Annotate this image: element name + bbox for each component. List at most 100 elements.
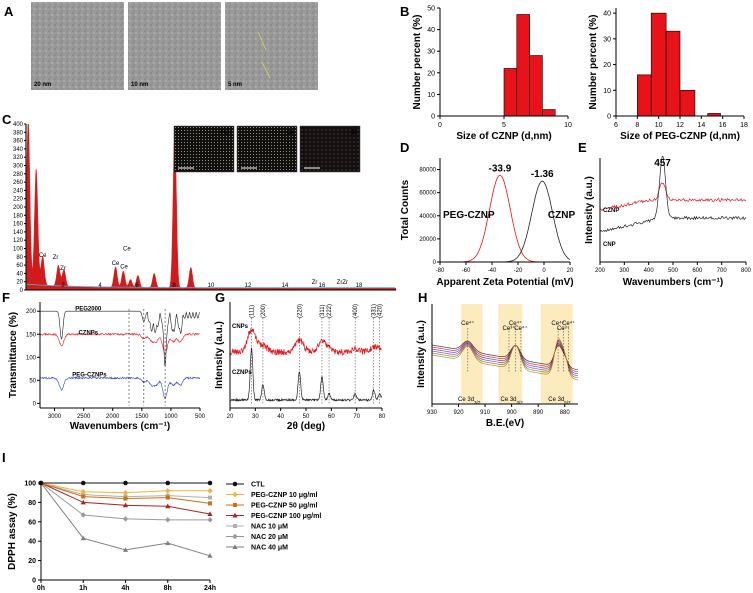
histogram-bar	[542, 109, 556, 117]
data-point	[165, 517, 171, 523]
x-tick-label: 20	[567, 268, 574, 274]
data-point	[80, 512, 86, 518]
y-tick-label: 40000	[419, 214, 436, 220]
data-point	[207, 488, 213, 494]
x-tick-label: 14	[697, 122, 705, 129]
x-tick-label: 3000	[48, 414, 62, 420]
panel-label-b: B	[400, 4, 409, 19]
miller-index-label: (420)	[378, 304, 384, 318]
eds-map-image	[299, 125, 361, 173]
legend-label: NAC 40 μM	[251, 545, 288, 552]
x-tick-label: 50	[303, 414, 310, 420]
chart-e-raman: 457 CZNP CNP 200 300 400 500 600 700 800 Wavenumbe…	[584, 155, 752, 288]
peak-value-label: -33.9	[489, 163, 512, 174]
y-tick-label: 340	[13, 147, 24, 153]
y-tick-label: 80000	[419, 168, 436, 174]
x-tick-label: 400	[644, 268, 655, 274]
zeta-series-line	[440, 180, 571, 263]
legend-label: NAC 10 μM	[251, 524, 288, 531]
x-tick-label: 18	[356, 283, 363, 289]
y-axis-title: Total Counts	[400, 179, 411, 240]
data-point	[123, 480, 128, 486]
legend-label: NAC 20 μM	[251, 534, 288, 541]
miller-index-label: (222)	[327, 304, 333, 318]
x-tick-label: 0	[542, 268, 546, 274]
x-tick-label: 900	[507, 410, 518, 416]
y-tick-label: 40	[28, 539, 36, 546]
y-tick-label: 120	[13, 238, 24, 244]
y-tick-label: 20	[603, 62, 611, 69]
y-tick-label: 0	[20, 288, 24, 294]
data-point	[208, 495, 212, 500]
x-tick-label: 500	[195, 414, 206, 420]
x-tick-label: 16	[719, 122, 727, 129]
y-tick-label: 100	[24, 481, 36, 488]
data-point	[208, 501, 212, 506]
x-axis-title: Size of PEG-CZNP (d,nm)	[620, 131, 740, 142]
series-label: PEG2000	[75, 306, 102, 312]
data-point	[122, 516, 129, 522]
eds-background-line	[25, 283, 396, 288]
x-tick-label: 18	[740, 122, 748, 129]
data-point	[232, 491, 238, 498]
x-tick-label: 0	[438, 122, 442, 129]
y-tick-label: 60000	[419, 191, 436, 197]
y-tick-label: 40	[427, 27, 435, 34]
x-tick-label: 200	[595, 268, 606, 274]
x-tick-label: 1000	[164, 414, 178, 420]
xps-band-highlight	[540, 304, 573, 404]
series-label: CZNPs	[232, 370, 252, 376]
data-point	[165, 488, 171, 494]
series-label: CNPs	[232, 324, 249, 330]
x-tick-label: 2500	[77, 414, 91, 420]
y-tick-label: 0	[32, 578, 36, 585]
eds-map-image	[236, 125, 298, 173]
y-tick-label: 60	[16, 263, 23, 269]
xps-band-highlight	[461, 304, 483, 404]
y-tick-label: 100	[26, 355, 37, 361]
oxidation-state-label: Ce³⁺	[503, 325, 516, 332]
x-tick-label: 30	[252, 414, 259, 420]
chart-i-dpph: 0h 1h 4h 8h 24h 0 20 40 60 80 100 DPPH assay (%) CTL…	[7, 480, 321, 592]
x-tick-label: 890	[533, 410, 544, 416]
peak-value-label: -1.36	[531, 169, 554, 180]
data-point	[123, 496, 128, 501]
panel-label-i: I	[2, 450, 6, 465]
data-point	[207, 480, 213, 486]
data-point	[81, 494, 86, 499]
y-tick-label: 180	[13, 213, 24, 219]
eds-map-label: Ce	[286, 130, 294, 136]
peak-label: Ce	[39, 253, 47, 259]
data-point	[165, 495, 170, 500]
legend-label: PEG-CZNP 50 μg/ml	[251, 503, 317, 510]
panel-label-d: D	[400, 140, 409, 155]
chart-b2-size-peg: 6 8 10 12 14 16 18 0 10 20 30 40 Size of PEG-CZNP (d…	[588, 8, 748, 142]
x-tick-label: 20	[227, 414, 234, 420]
x-tick-label: 920	[454, 410, 465, 416]
y-tick-label: 320	[13, 155, 24, 161]
eds-map-image	[173, 125, 235, 173]
oxidation-state-label: Ce⁴⁺	[562, 320, 575, 327]
y-tick-label: 20000	[419, 237, 436, 243]
series-label: PEG-CZNPs	[72, 373, 107, 379]
y-tick-label: 0	[431, 114, 435, 121]
y-tick-label: 360	[13, 139, 24, 145]
y-tick-label: 100	[13, 247, 24, 253]
data-point	[233, 503, 237, 507]
x-axis-title: Apparent Zeta Potential (mV)	[436, 277, 573, 288]
xrd-series-line	[229, 328, 382, 357]
y-tick-label: 20	[28, 558, 36, 565]
miller-index-label: (331)	[372, 304, 378, 318]
x-tick-label: 4h	[121, 585, 129, 592]
y-tick-label: 380	[13, 130, 24, 136]
x-tick-label: 6	[135, 283, 139, 289]
oxidation-state-label: Ce⁴⁺	[509, 320, 522, 327]
x-tick-label: 10	[564, 122, 572, 129]
chart-b1-size-czn: 0 5 10 0 10 20 30 40 50 Size of CZNP (d,nm) Number…	[412, 6, 572, 143]
x-tick-label: 5	[502, 122, 506, 129]
x-tick-label: 80	[379, 414, 386, 420]
raman-series-line	[599, 155, 747, 233]
x-tick-label: 70	[353, 414, 360, 420]
panel-label-f: F	[2, 290, 10, 305]
